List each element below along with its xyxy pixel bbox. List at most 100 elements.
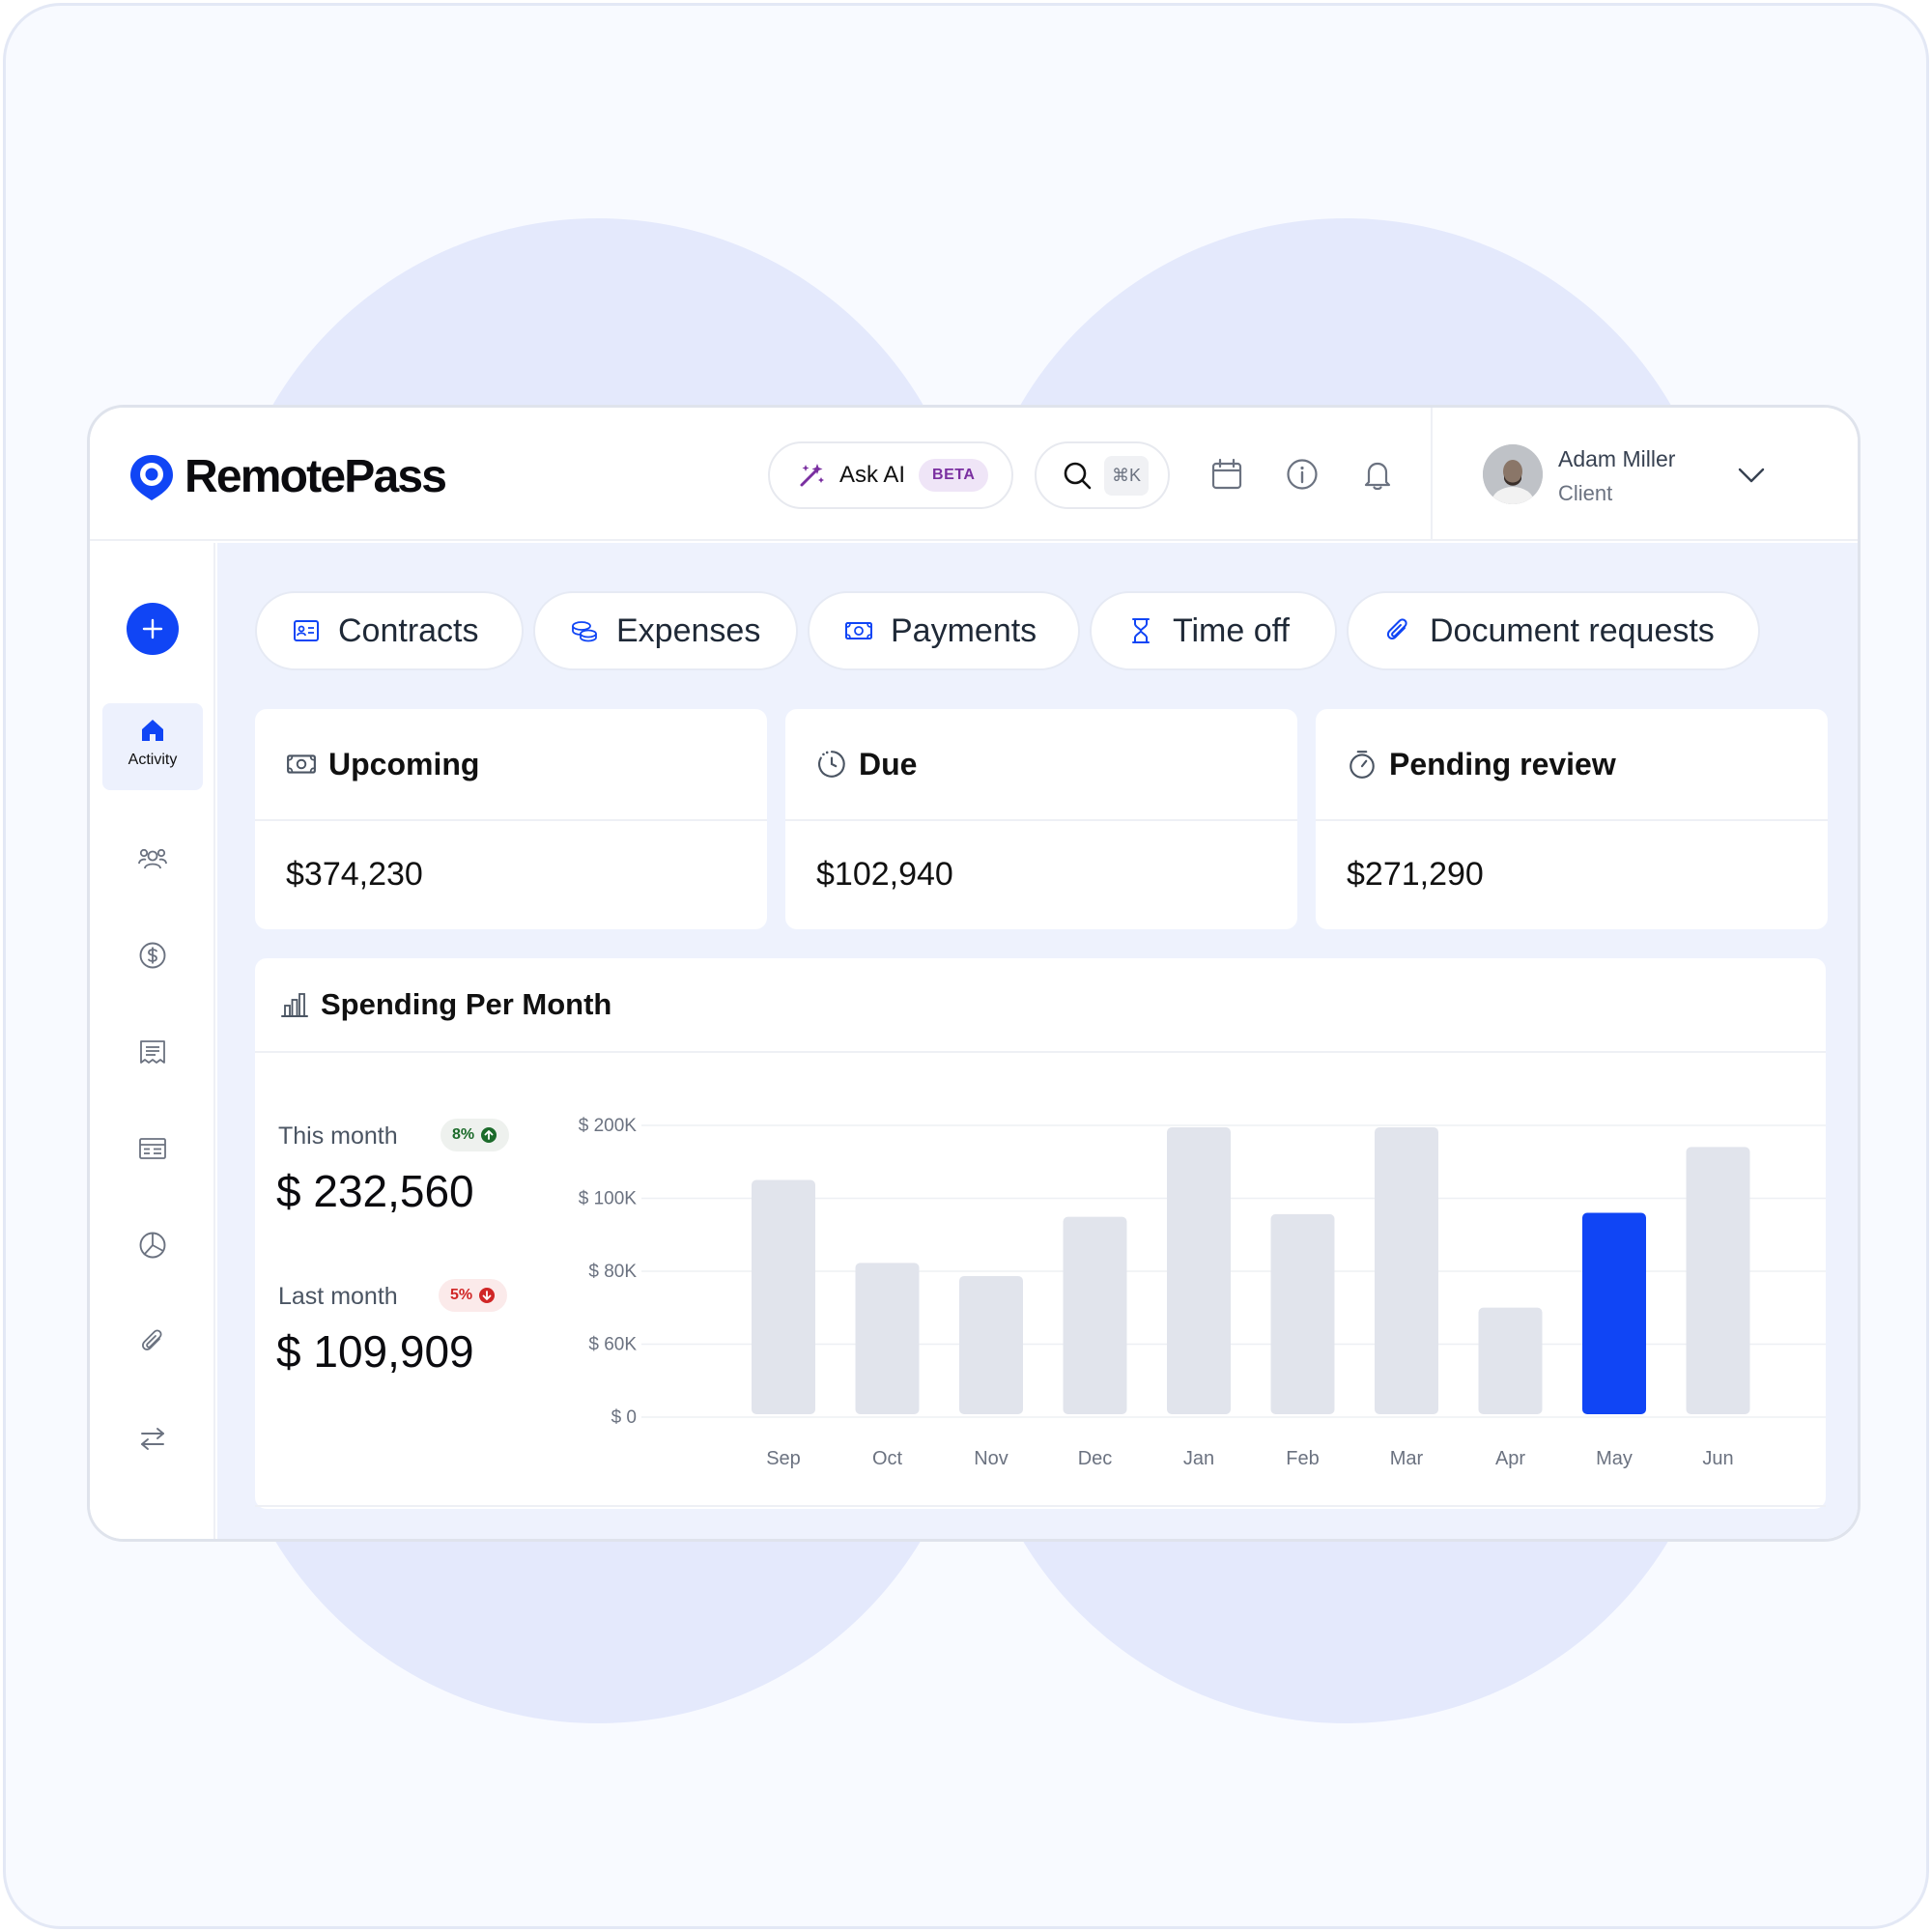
bar-oct[interactable] [855, 1263, 920, 1414]
hourglass-icon [1132, 618, 1150, 643]
y-tick-label: $ 200K [579, 1116, 638, 1136]
tab-payments[interactable]: Payments [808, 591, 1080, 670]
ask-ai-button[interactable]: Ask AI BETA [768, 441, 1013, 509]
location-pin-logo-icon [130, 454, 173, 500]
contract-card-icon [294, 620, 319, 641]
tab-label: Contracts [338, 611, 479, 649]
header-divider [1431, 408, 1433, 541]
change-value: 8% [452, 1126, 475, 1143]
x-tick-label: Nov [974, 1448, 1009, 1469]
spending-panel: Spending Per Month This month 8% $ 232,5… [255, 958, 1826, 1509]
x-tick-label: Dec [1078, 1448, 1113, 1469]
card-title: Due [859, 746, 918, 781]
app-window: RemotePass Ask AI BETA ⌘K [87, 405, 1861, 1542]
change-badge-down: 5% [439, 1279, 508, 1312]
card-value: $271,290 [1347, 856, 1484, 893]
team-icon[interactable] [138, 844, 167, 873]
due-card[interactable]: Due $102,940 [785, 709, 1297, 929]
pie-chart-icon[interactable] [138, 1231, 167, 1260]
x-tick-label: Mar [1390, 1448, 1424, 1469]
invoice-icon[interactable] [138, 1134, 167, 1163]
card-header: Upcoming [255, 709, 767, 821]
x-tick-label: May [1596, 1448, 1633, 1469]
bar-nov[interactable] [959, 1275, 1023, 1414]
y-tick-label: $ 100K [579, 1189, 638, 1209]
tab-contracts[interactable]: Contracts [255, 591, 524, 670]
bar-jun[interactable] [1686, 1147, 1750, 1414]
page-background: RemotePass Ask AI BETA ⌘K [3, 3, 1929, 1929]
tab-document-requests[interactable]: Document requests [1347, 591, 1760, 670]
bar-dec[interactable] [1063, 1216, 1127, 1414]
y-tick-label: $ 80K [588, 1262, 637, 1282]
panel-header: Spending Per Month [255, 958, 1826, 1053]
upcoming-card[interactable]: Upcoming $374,230 [255, 709, 767, 929]
x-tick-label: Jun [1702, 1448, 1733, 1469]
info-icon[interactable] [1286, 458, 1319, 491]
bar-apr[interactable] [1478, 1307, 1543, 1414]
card-header: Due [785, 709, 1297, 821]
brand-name: RemotePass [185, 451, 447, 502]
user-photo [1483, 444, 1543, 504]
bell-icon[interactable] [1361, 458, 1394, 491]
main-content: Contracts Expenses Payments [217, 543, 1858, 1539]
search-icon [1064, 462, 1092, 490]
user-name[interactable]: Adam Miller [1558, 446, 1676, 471]
chevron-down-icon[interactable] [1736, 460, 1767, 491]
bar-sep[interactable] [752, 1179, 815, 1414]
change-badge-up: 8% [440, 1119, 510, 1151]
tab-label: Expenses [616, 611, 761, 649]
search-button[interactable]: ⌘K [1035, 441, 1170, 509]
bar-mar[interactable] [1375, 1127, 1438, 1414]
change-value: 5% [450, 1287, 473, 1303]
new-action-button[interactable] [127, 603, 179, 655]
last-month-value: $ 109,909 [276, 1326, 474, 1377]
spending-bar-chart: $ 0 $ 60K $ 80K $ 100K $ 200K Sep Oct Nov Dec Jan… [579, 1116, 1826, 1469]
arrow-up-circle-icon [481, 1127, 497, 1143]
user-role: Client [1558, 481, 1613, 505]
x-tick-label: Oct [872, 1448, 903, 1469]
calendar-icon[interactable] [1210, 458, 1243, 491]
sidebar-item-activity[interactable]: Activity [102, 703, 203, 790]
beta-badge: BETA [919, 459, 989, 492]
coins-icon [572, 621, 597, 642]
panel-title: Spending Per Month [321, 987, 612, 1021]
search-shortcut: ⌘K [1104, 455, 1150, 496]
tab-expenses[interactable]: Expenses [533, 591, 798, 670]
magic-wand-icon [800, 464, 824, 487]
arrow-down-circle-icon [479, 1288, 496, 1303]
dollar-icon[interactable] [138, 941, 167, 970]
tab-label: Time off [1173, 611, 1290, 649]
x-tick-label: Feb [1286, 1448, 1319, 1469]
bar-may[interactable] [1582, 1212, 1646, 1414]
tab-time-off[interactable]: Time off [1090, 591, 1337, 670]
x-tick-label: Apr [1495, 1448, 1525, 1469]
card-title: Upcoming [328, 746, 480, 781]
sidebar: Activity [90, 543, 215, 1539]
bar-chart-icon [281, 993, 308, 1017]
home-icon [142, 720, 163, 741]
plus-icon [142, 618, 163, 639]
bar-feb[interactable] [1270, 1213, 1335, 1414]
y-tick-label: $ 60K [588, 1335, 637, 1355]
transfer-icon[interactable] [138, 1424, 167, 1453]
this-month-value: $ 232,560 [276, 1166, 474, 1216]
avatar[interactable] [1483, 444, 1543, 504]
pending-review-card[interactable]: Pending review $271,290 [1316, 709, 1828, 929]
paperclip-icon[interactable] [138, 1327, 167, 1356]
tab-label: Document requests [1430, 611, 1715, 649]
top-bar: RemotePass Ask AI BETA ⌘K [90, 408, 1858, 541]
stopwatch-icon [1350, 751, 1375, 779]
card-header: Pending review [1316, 709, 1828, 821]
x-tick-label: Jan [1183, 1448, 1214, 1469]
this-month-label: This month [278, 1122, 398, 1150]
card-value: $374,230 [286, 856, 423, 893]
card-value: $102,940 [816, 856, 953, 893]
paperclip-icon [1386, 618, 1407, 639]
y-tick-label: $ 0 [611, 1407, 637, 1428]
logo[interactable]: RemotePass [127, 450, 447, 503]
receipt-icon[interactable] [138, 1037, 167, 1066]
banknote-icon [845, 622, 872, 639]
card-title: Pending review [1389, 746, 1616, 781]
clock-icon [818, 751, 845, 778]
bar-jan[interactable] [1167, 1127, 1231, 1414]
